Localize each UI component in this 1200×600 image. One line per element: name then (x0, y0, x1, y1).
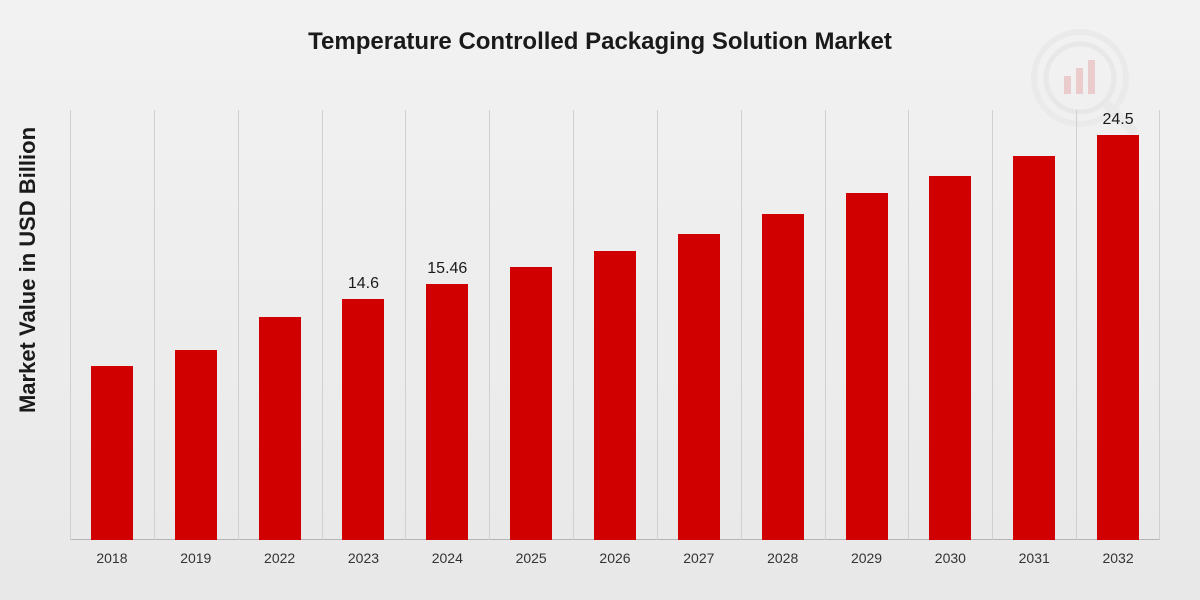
gridline (1159, 110, 1160, 540)
gridline (70, 110, 71, 540)
bar-value-label: 14.6 (323, 275, 403, 293)
bar (342, 299, 384, 540)
x-tick-label: 2024 (405, 550, 489, 566)
gridline (154, 110, 155, 540)
gridline (405, 110, 406, 540)
bar (91, 366, 133, 540)
x-tick-label: 2032 (1076, 550, 1160, 566)
gridline (992, 110, 993, 540)
bar (1097, 135, 1139, 540)
x-tick-label: 2018 (70, 550, 154, 566)
x-tick-label: 2027 (657, 550, 741, 566)
chart-title: Temperature Controlled Packaging Solutio… (0, 28, 1200, 56)
bar (426, 284, 468, 540)
plot-area: 14.615.46 24.5 (70, 110, 1160, 540)
gridline (322, 110, 323, 540)
bar (510, 267, 552, 540)
bar (259, 317, 301, 540)
bar (594, 251, 636, 540)
bar (175, 350, 217, 540)
gridline (908, 110, 909, 540)
bar (678, 234, 720, 540)
x-tick-label: 2022 (238, 550, 322, 566)
bar (1013, 156, 1055, 540)
x-tick-label: 2019 (154, 550, 238, 566)
x-tick-label: 2025 (489, 550, 573, 566)
gridline (657, 110, 658, 540)
gridline (825, 110, 826, 540)
x-tick-label: 2030 (908, 550, 992, 566)
bar (762, 214, 804, 540)
x-axis-labels: 2018201920222023202420252026202720282029… (70, 550, 1160, 570)
y-axis-label-container: Market Value in USD Billion (8, 0, 48, 540)
x-tick-label: 2028 (741, 550, 825, 566)
x-tick-label: 2031 (992, 550, 1076, 566)
bar-value-label: 24.5 (1078, 111, 1158, 129)
x-tick-label: 2023 (322, 550, 406, 566)
gridline (573, 110, 574, 540)
gridline (741, 110, 742, 540)
gridline (1076, 110, 1077, 540)
y-axis-label: Market Value in USD Billion (15, 127, 41, 413)
gridline (238, 110, 239, 540)
bar-value-label: 15.46 (407, 260, 487, 278)
bar (846, 193, 888, 540)
gridline (489, 110, 490, 540)
bar (929, 176, 971, 540)
x-tick-label: 2029 (825, 550, 909, 566)
x-tick-label: 2026 (573, 550, 657, 566)
